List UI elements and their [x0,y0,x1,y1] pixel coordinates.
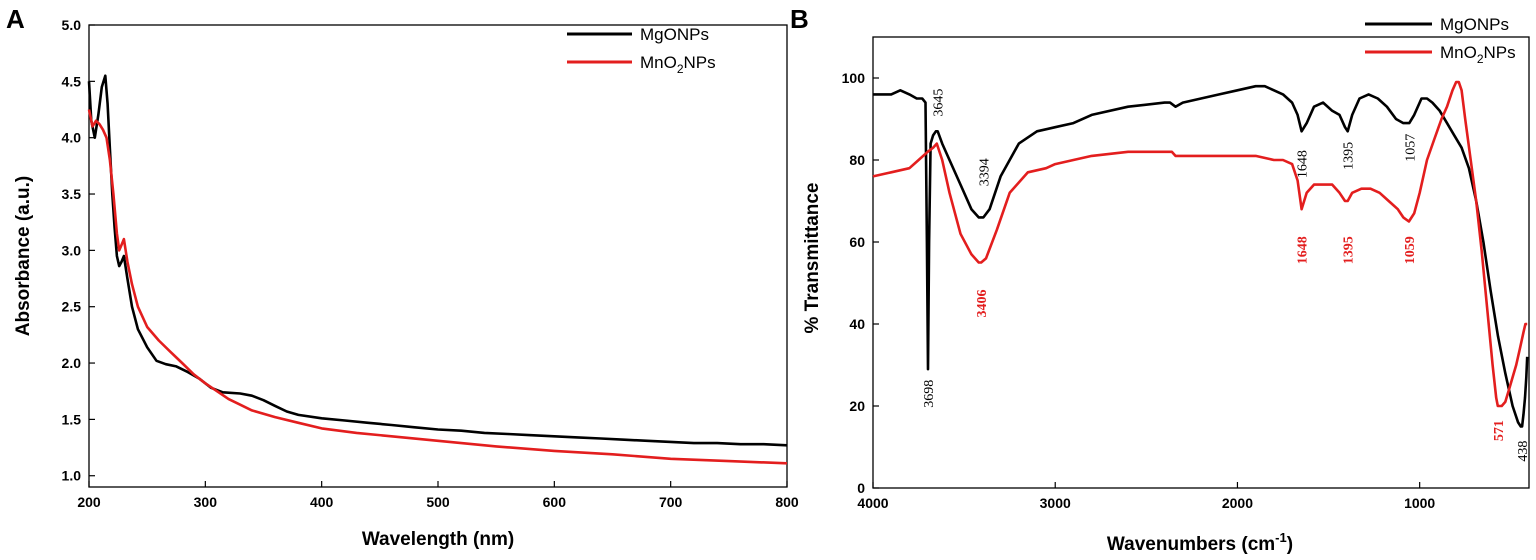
panel-a-x-tick-label-400: 400 [310,494,334,510]
panel-b-peak-label-mgonps-1057: 1057 [1403,134,1418,162]
panel-a-y-tick-label-3.0: 3.0 [62,242,82,258]
panel-a-y-tick-label-4.0: 4.0 [62,130,82,146]
panel-b-x-tick-label-1000: 1000 [1404,495,1435,511]
panel-b-y-tick-label-80: 80 [849,152,865,168]
panel-b-legend: MgONPs MnO2NPs [1365,15,1516,66]
panel-b-plot-frame [872,36,1530,489]
panel-b-letter: B [790,4,809,34]
panel-b-legend-label-mno2nps: MnO2NPs [1440,43,1516,66]
panel-b-y-tick-label-40: 40 [849,316,865,332]
panel-a-y-tick-label-1.0: 1.0 [62,468,82,484]
panel-b-peak-label-mno2nps-1059: 1059 [1403,236,1418,264]
panel-b-x-tick-label-2000: 2000 [1222,495,1253,511]
panel-b-y-tick-label-20: 20 [849,398,865,414]
panel-b-peak-label-mgonps-3394: 3394 [977,158,992,186]
panel-b-series-lines [872,80,1529,428]
panel-b-peak-label-mgonps-438: 438 [1516,441,1531,462]
panel-a-x-tick-label-500: 500 [426,494,450,510]
panel-a-plot-frame [88,24,788,488]
panel-a-x-tick-label-300: 300 [194,494,218,510]
panel-a-letter: A [6,4,25,34]
panel-b-x-tick-label-4000: 4000 [857,495,888,511]
panel-a-y-tick-label-4.5: 4.5 [62,73,82,89]
panel-b-peak-label-mgonps-1648: 1648 [1296,150,1311,178]
panel-b-y-tick-label-0: 0 [857,480,865,496]
panel-a-x-tick-label-600: 600 [543,494,567,510]
panel-b-y-axis-title: % Transmittance [802,183,823,334]
panel-a-y-tick-label-2.0: 2.0 [62,355,82,371]
panel-b-peak-label-mgonps-3698: 3698 [922,380,937,408]
panel-b-peak-label-mno2nps-1648: 1648 [1296,236,1311,264]
panel-a-x-tick-label-800: 800 [775,494,799,510]
panel-a-y-tick-label-2.5: 2.5 [62,299,82,315]
panel-b: B 4000 3000 2000 1000 0 20 40 60 80 100 3698 3645… [790,4,1531,555]
panel-a-series-lines [87,74,788,465]
panel-b-series-mno2nps-line [872,80,1528,408]
panel-a-y-tick-label-1.5: 1.5 [62,411,82,427]
panel-b-peak-annotations: 3698 3645 3394 1648 1395 1057 438 3406 1648 1395 1… [922,89,1531,462]
panel-a-legend: MgONPs MnO2NPs [567,25,716,76]
panel-b-x-ticks: 4000 3000 2000 1000 [857,482,1435,511]
panel-a-y-tick-label-5.0: 5.0 [62,17,82,33]
panel-a: A 200 300 400 500 600 700 800 1.0 1.5 2.0 2.5 3.0 3… [6,4,799,550]
panel-b-peak-label-mgonps-3645: 3645 [932,89,947,117]
panel-b-series-mgonps-line [873,84,1529,428]
panel-b-y-tick-label-100: 100 [842,70,866,86]
panel-a-y-ticks: 1.0 1.5 2.0 2.5 3.0 3.5 4.0 4.5 5.0 [62,17,95,484]
panel-b-y-tick-label-60: 60 [849,234,865,250]
panel-b-legend-label-mgonps: MgONPs [1440,15,1509,34]
panel-a-series-mno2nps-line [87,109,788,465]
panel-a-legend-label-mno2nps: MnO2NPs [640,53,716,76]
panel-a-x-tick-label-200: 200 [77,494,101,510]
panel-a-series-mgonps-line [87,74,788,447]
panel-b-peak-label-mno2nps-3406: 3406 [975,290,990,318]
panel-b-peak-label-mgonps-1395: 1395 [1342,142,1357,170]
panel-b-peak-label-mno2nps-1395: 1395 [1342,236,1357,264]
panel-b-x-axis-title: Wavenumbers (cm-1) [1107,530,1293,555]
panel-a-y-axis-title: Absorbance (a.u.) [13,176,34,336]
panel-a-x-axis-title: Wavelength (nm) [362,529,514,550]
panel-b-y-ticks: 0 20 40 60 80 100 [842,70,879,496]
panel-a-legend-label-mgonps: MgONPs [640,25,709,44]
panel-b-x-tick-label-3000: 3000 [1040,495,1071,511]
panel-b-peak-label-mno2nps-571: 571 [1492,420,1507,441]
panel-a-y-tick-label-3.5: 3.5 [62,186,82,202]
panel-a-x-tick-label-700: 700 [659,494,683,510]
panel-a-x-ticks: 200 300 400 500 600 700 800 [77,481,799,510]
